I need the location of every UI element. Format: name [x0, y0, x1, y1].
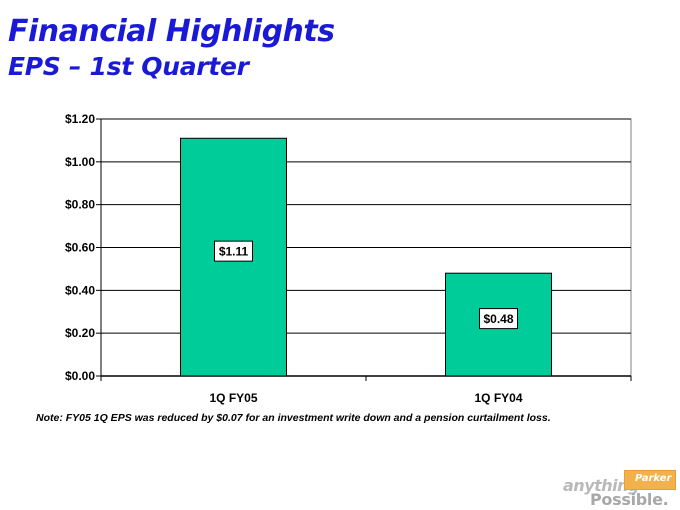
- bar: [445, 272, 552, 377]
- y-tick-label: $0.80: [65, 198, 95, 212]
- logo-brand-box: Parker: [624, 470, 676, 490]
- parker-logo: anything Parker Possible.: [560, 468, 680, 509]
- x-category-label: 1Q FY05: [209, 391, 257, 405]
- footnote: Note: FY05 1Q EPS was reduced by $0.07 f…: [36, 412, 551, 424]
- slide-title: Financial Highlights: [8, 14, 335, 49]
- data-label-box: [214, 240, 253, 262]
- y-tick-label: $1.00: [65, 155, 95, 169]
- logo-brand: Parker: [635, 473, 672, 484]
- x-category-label: 1Q FY04: [474, 391, 522, 405]
- data-label-box: [479, 308, 518, 330]
- y-tick-label: $0.40: [65, 283, 95, 297]
- data-label: $0.48: [483, 312, 513, 326]
- data-label: $1.11: [219, 245, 249, 259]
- logo-tagline-bottom: Possible.: [590, 490, 669, 509]
- slide-subtitle: EPS – 1st Quarter: [8, 52, 249, 81]
- y-tick-label: $1.20: [65, 112, 95, 126]
- logo-tagline-top: anything: [563, 476, 639, 495]
- y-tick-label: $0.60: [65, 241, 95, 255]
- y-tick-label: $0.20: [65, 326, 95, 340]
- y-tick-label: $0.00: [65, 369, 95, 383]
